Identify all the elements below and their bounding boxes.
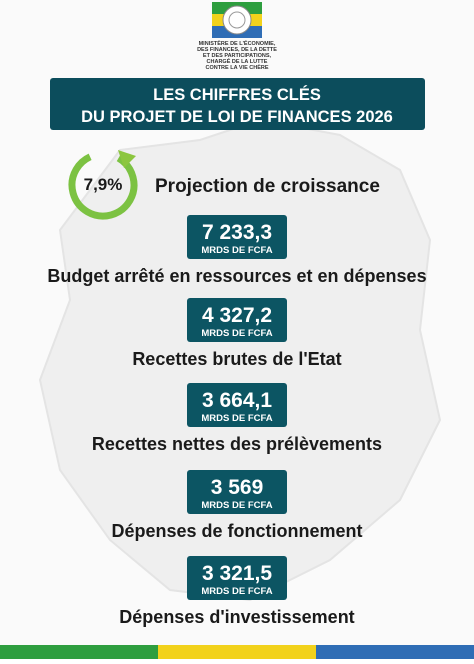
figure-label: Recettes nettes des prélèvements: [92, 434, 382, 454]
figure-label: Budget arrêté en ressources et en dépens…: [47, 266, 426, 286]
ministry-line: DES FINANCES, DE LA DETTE: [197, 47, 277, 53]
figure-unit: MRDS DE FCFA: [201, 245, 272, 256]
figure-unit: MRDS DE FCFA: [201, 500, 272, 511]
banner-line: LES CHIFFRES CLÉS: [153, 85, 321, 104]
figure-amount: 3 321,5: [202, 562, 272, 585]
figure-box: [187, 470, 287, 514]
banner-text: LES CHIFFRES CLÉS DU PROJET DE LOI DE FIN…: [81, 85, 393, 126]
ministry-name: MINISTÈRE DE L'ÉCONOMIE,DES FINANCES, DE…: [197, 39, 277, 71]
ministry-line: CHARGÉ DE LA LUTTE: [207, 57, 268, 65]
figure-label: Dépenses d'investissement: [119, 607, 354, 627]
figure-box: [187, 298, 287, 342]
figure-box: [187, 556, 287, 600]
figure-amount: 7 233,3: [202, 221, 272, 244]
emblem: [212, 2, 262, 38]
stripe-green: [0, 645, 158, 659]
growth-label: Projection de croissance: [155, 176, 380, 197]
figure-amount: 4 327,2: [202, 304, 272, 327]
map-background: [38, 118, 442, 602]
figure-box: [187, 215, 287, 259]
ministry-line: ET DES PARTICIPATIONS,: [203, 53, 272, 59]
figure-unit: MRDS DE FCFA: [201, 586, 272, 597]
banner: [50, 78, 425, 130]
figure-label: Dépenses de fonctionnement: [111, 521, 362, 541]
stripe-blue: [316, 645, 474, 659]
banner-line: DU PROJET DE LOI DE FINANCES 2026: [81, 108, 393, 126]
figure-amount: 3 664,1: [202, 389, 272, 412]
figure-unit: MRDS DE FCFA: [201, 413, 272, 424]
figure-label: Recettes brutes de l'Etat: [132, 349, 341, 369]
growth-value: 7,9%: [84, 175, 123, 194]
figure-box: [187, 383, 287, 427]
growth-icon: [68, 150, 138, 220]
figure-unit: MRDS DE FCFA: [201, 328, 272, 339]
figure-amount: 3 569: [211, 476, 264, 499]
stripe-yellow: [158, 645, 316, 659]
ministry-line: MINISTÈRE DE L'ÉCONOMIE,: [199, 39, 276, 47]
ministry-line: CONTRE LA VIE CHÈRE: [205, 63, 268, 71]
